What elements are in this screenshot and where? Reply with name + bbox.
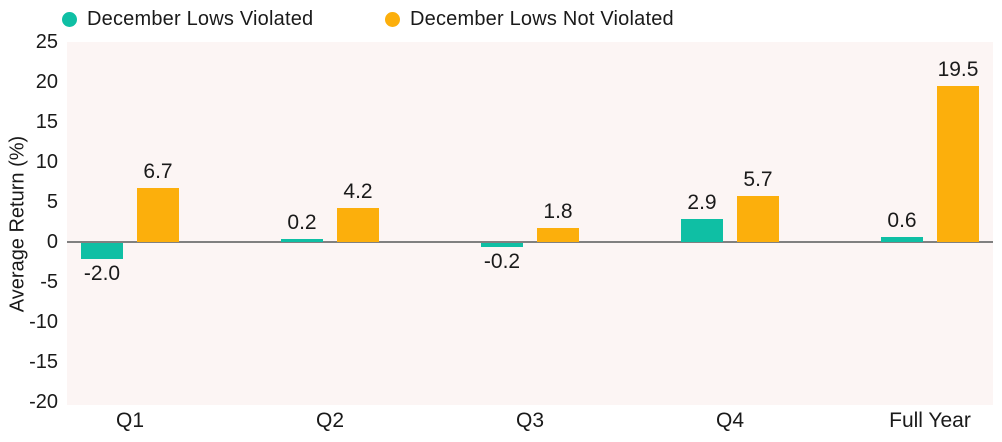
y-tick-label: 0 bbox=[46, 231, 58, 253]
bar-value-label: 0.6 bbox=[887, 209, 917, 233]
y-tick-label: 5 bbox=[46, 191, 58, 213]
x-axis-label-full-year: Full Year bbox=[889, 409, 971, 432]
bar-violated-q1 bbox=[81, 243, 123, 259]
bar-value-label: 19.5 bbox=[937, 58, 979, 81]
bar-not-violated-q1 bbox=[137, 188, 179, 242]
bar-violated-q3 bbox=[481, 243, 523, 247]
y-tick-label: 25 bbox=[35, 31, 58, 53]
y-tick-label: -10 bbox=[29, 311, 58, 333]
legend-label-violated: December Lows Violated bbox=[87, 7, 314, 30]
legend-item-not-violated: December Lows Not Violated bbox=[385, 6, 674, 32]
bar-not-violated-q3 bbox=[537, 227, 579, 242]
y-tick-label: 15 bbox=[35, 111, 58, 133]
y-tick-label: 10 bbox=[35, 151, 58, 173]
bar-not-violated-q4 bbox=[737, 196, 779, 242]
bar-not-violated-full-year bbox=[937, 86, 979, 242]
x-axis-label-q1: Q1 bbox=[115, 409, 144, 432]
x-axis-label-q3: Q3 bbox=[515, 409, 544, 432]
x-axis-label-q4: Q4 bbox=[715, 409, 744, 432]
legend-dot-violated-icon bbox=[62, 11, 77, 27]
bar-value-label: 1.8 bbox=[543, 199, 573, 223]
bar-violated-full-year bbox=[881, 237, 923, 242]
bar-value-label: 0.2 bbox=[287, 210, 317, 234]
bar-value-label: 4.2 bbox=[343, 180, 373, 204]
bar-value-label: -0.2 bbox=[483, 249, 521, 273]
y-tick-label: -15 bbox=[29, 351, 58, 373]
y-tick-label: -5 bbox=[40, 271, 58, 293]
plot-area: -2.0 6.7 0.2 4.2 -0.2 1.8 2.9 5.7 0.6 19.5 bbox=[67, 42, 993, 405]
legend-item-violated: December Lows Violated bbox=[62, 6, 313, 32]
bar-violated-q4 bbox=[681, 218, 723, 242]
zero-baseline bbox=[67, 241, 993, 243]
bar-violated-q2 bbox=[281, 238, 323, 242]
bar-value-label: 2.9 bbox=[687, 190, 717, 214]
bar-value-label: 6.7 bbox=[143, 160, 173, 184]
bar-not-violated-q2 bbox=[337, 208, 379, 242]
x-axis-label-q2: Q2 bbox=[315, 409, 344, 432]
bar-value-label: 5.7 bbox=[743, 168, 773, 192]
legend-label-not-violated: December Lows Not Violated bbox=[410, 7, 674, 30]
bar-value-label: -2.0 bbox=[83, 262, 121, 285]
y-tick-label: -20 bbox=[29, 391, 58, 413]
legend-dot-not-violated-icon bbox=[385, 11, 400, 27]
y-tick-label: 20 bbox=[35, 71, 58, 93]
